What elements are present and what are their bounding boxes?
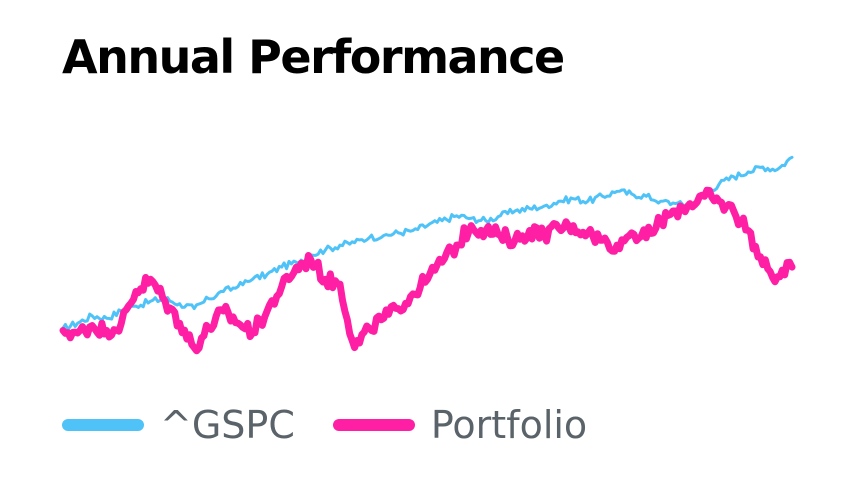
legend-item-gspc[interactable]: ^GSPC (62, 406, 295, 444)
legend-swatch-portfolio (332, 419, 415, 431)
legend-label-gspc: ^GSPC (160, 403, 295, 447)
chart-title: Annual Performance (62, 30, 565, 84)
chart-legend: ^GSPC Portfolio (62, 398, 625, 452)
series-line-gspc (61, 155, 794, 331)
legend-label-portfolio: Portfolio (430, 403, 588, 447)
series-line-portfolio (59, 186, 796, 355)
legend-item-portfolio[interactable]: Portfolio (332, 403, 588, 447)
legend-swatch-gspc (62, 419, 144, 431)
